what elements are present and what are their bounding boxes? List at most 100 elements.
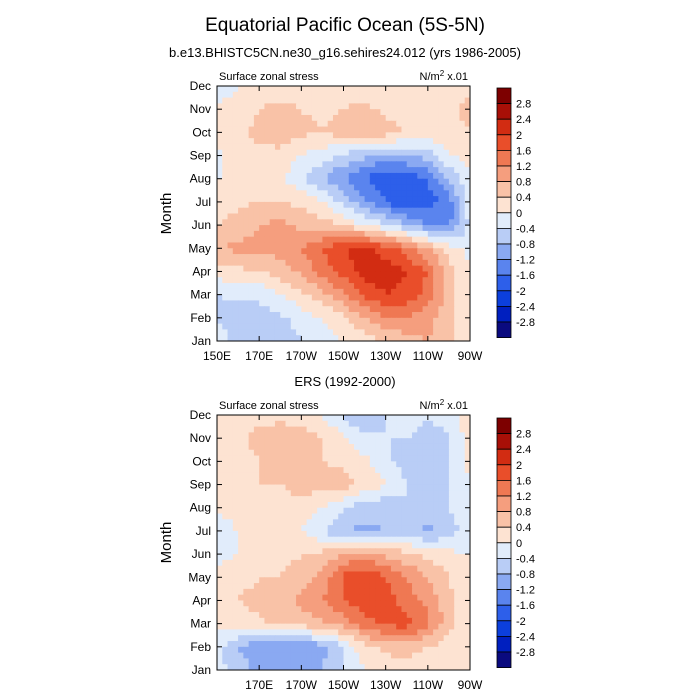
heatmap-cell xyxy=(322,219,329,226)
heatmap-cell xyxy=(427,652,434,660)
heatmap-cell xyxy=(369,554,376,561)
heatmap-cell xyxy=(438,501,445,509)
heatmap-cell xyxy=(348,536,355,544)
heatmap-cell xyxy=(448,507,455,515)
heatmap-cell xyxy=(348,271,355,278)
heatmap-cell xyxy=(285,606,292,613)
heatmap-cell xyxy=(448,277,455,284)
heatmap-cell xyxy=(238,484,244,491)
heatmap-cell xyxy=(253,161,260,168)
heatmap-cell xyxy=(464,652,470,660)
heatmap-cell xyxy=(311,600,318,607)
heatmap-cell xyxy=(311,443,318,451)
heatmap-cell xyxy=(448,612,455,619)
heatmap-cell xyxy=(364,167,371,174)
heatmap-cell xyxy=(232,143,239,151)
heatmap-cell xyxy=(253,265,260,273)
heatmap-cell xyxy=(348,577,355,584)
heatmap-cell xyxy=(311,230,318,238)
heatmap-cell xyxy=(327,507,334,515)
heatmap-cell xyxy=(222,536,229,544)
heatmap-cell xyxy=(417,178,424,186)
heatmap-cell xyxy=(417,323,424,331)
heatmap-cell xyxy=(259,577,266,584)
heatmap-cell xyxy=(380,201,387,209)
heatmap-cell xyxy=(264,300,271,307)
units-suffix: x.01 xyxy=(444,71,468,83)
heatmap-cell xyxy=(338,461,345,468)
heatmap-cell xyxy=(232,225,239,232)
heatmap-cell xyxy=(433,225,439,232)
heatmap-cell xyxy=(290,641,297,648)
heatmap-cell xyxy=(348,490,355,497)
heatmap-cell xyxy=(375,207,381,215)
heatmap-cell xyxy=(311,571,318,578)
heatmap-cell xyxy=(222,484,229,491)
heatmap-cell xyxy=(364,438,371,445)
heatmap-cell xyxy=(354,588,360,596)
heatmap-cell xyxy=(253,277,260,284)
heatmap-cell xyxy=(369,664,376,670)
heatmap-cell xyxy=(364,554,371,561)
heatmap-cell xyxy=(338,536,345,544)
heatmap-cell xyxy=(448,652,455,660)
heatmap-cell xyxy=(369,196,376,203)
heatmap-cell xyxy=(248,612,255,619)
heatmap-cell xyxy=(359,236,366,244)
heatmap-cell xyxy=(332,161,339,168)
heatmap-cell xyxy=(327,583,334,590)
heatmap-cell xyxy=(348,317,355,325)
heatmap-cell xyxy=(396,288,403,296)
heatmap-cell xyxy=(422,254,429,261)
heatmap-cell xyxy=(401,219,408,226)
heatmap-cell xyxy=(296,91,302,99)
heatmap-cell xyxy=(454,438,461,445)
heatmap-cell xyxy=(264,161,271,168)
heatmap-cell xyxy=(243,126,250,133)
heatmap-cell xyxy=(290,312,297,319)
heatmap-cell xyxy=(390,294,397,302)
heatmap-cell xyxy=(422,323,429,331)
heatmap-cell xyxy=(274,420,281,428)
heatmap-cell xyxy=(259,254,266,261)
heatmap-cell xyxy=(390,612,397,619)
heatmap-cell xyxy=(217,294,223,302)
heatmap-cell xyxy=(285,443,292,451)
heatmap-cell xyxy=(332,612,339,619)
heatmap-cell xyxy=(253,143,260,151)
heatmap-cell xyxy=(311,519,318,526)
heatmap-cell xyxy=(227,132,234,139)
heatmap-cell xyxy=(396,109,403,116)
heatmap-cell xyxy=(401,432,408,439)
heatmap-cell xyxy=(285,219,292,226)
heatmap-cell xyxy=(269,283,276,290)
units-base: N/m xyxy=(420,400,440,412)
heatmap-cell xyxy=(253,312,260,319)
heatmap-cell xyxy=(322,652,329,660)
heatmap-cell xyxy=(322,265,329,273)
heatmap-cell xyxy=(332,496,339,503)
heatmap-cell xyxy=(327,449,334,457)
heatmap-cell xyxy=(354,467,360,474)
heatmap-cell xyxy=(227,126,234,133)
heatmap-cell xyxy=(311,248,318,255)
heatmap-cell xyxy=(296,461,302,468)
heatmap-cell xyxy=(227,155,234,162)
heatmap-cell xyxy=(332,565,339,573)
heatmap-cell xyxy=(285,646,292,654)
heatmap-cell xyxy=(406,103,413,110)
heatmap-cell xyxy=(427,86,434,93)
heatmap-cell xyxy=(280,577,287,584)
heatmap-cell xyxy=(274,86,281,93)
heatmap-cell xyxy=(369,329,376,336)
heatmap-cell xyxy=(448,519,455,526)
heatmap-cell xyxy=(248,658,255,665)
heatmap-cell xyxy=(390,490,397,497)
heatmap-cell xyxy=(338,565,345,573)
heatmap-cell xyxy=(296,420,302,428)
heatmap-cell xyxy=(290,525,297,532)
heatmap-cell xyxy=(327,501,334,509)
heatmap-cell xyxy=(285,277,292,284)
heatmap-cell xyxy=(427,335,434,341)
heatmap-cell xyxy=(375,219,381,226)
